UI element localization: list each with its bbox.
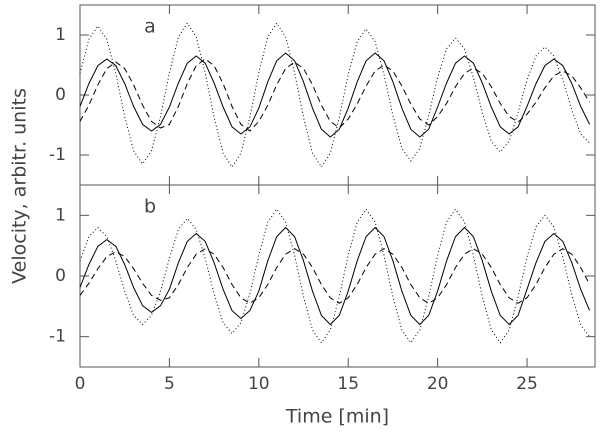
plot-frame (79, 4, 596, 186)
y-tick-label: 1 (55, 25, 66, 45)
y-axis-label: Velocity, arbitr. units (9, 88, 31, 284)
x-tick-label: 10 (248, 374, 270, 394)
series-line (79, 22, 590, 168)
x-tick-label: 25 (516, 374, 538, 394)
panel-label: a (144, 16, 156, 38)
y-tick-label: 1 (55, 205, 66, 225)
x-tick-label: 15 (337, 374, 359, 394)
y-tick-label: -1 (49, 145, 66, 165)
panel-label: b (144, 196, 156, 218)
y-tick-label: -1 (49, 327, 66, 347)
series-line (79, 208, 590, 344)
y-tick-label: 0 (55, 266, 66, 286)
x-tick-label: 0 (75, 374, 86, 394)
series-line (79, 226, 591, 326)
y-tick-label: 0 (55, 85, 66, 105)
series-line (79, 52, 591, 138)
series-line (79, 248, 591, 304)
plot-frame (79, 184, 596, 368)
series-line (79, 58, 591, 132)
x-tick-label: 20 (427, 374, 449, 394)
x-axis-label: Time [min] (285, 406, 389, 428)
x-tick-label: 5 (164, 374, 175, 394)
